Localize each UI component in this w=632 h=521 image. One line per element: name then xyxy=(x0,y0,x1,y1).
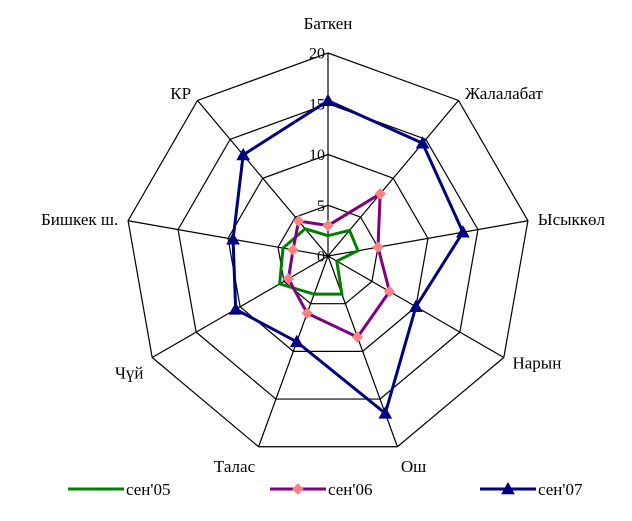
tick-label-10: 10 xyxy=(309,147,325,164)
data-point-2-баткен xyxy=(322,219,334,232)
legend-item-1: сен'05 xyxy=(68,480,170,499)
legend-label-3: сен'07 xyxy=(538,480,583,499)
grid-ring-15 xyxy=(177,103,479,400)
legend-marker-2 xyxy=(292,483,304,495)
tick-label-0: 0 xyxy=(317,249,325,266)
category-label-кр: КР xyxy=(170,84,191,103)
category-label-нарын: Нарын xyxy=(512,354,561,373)
data-point-2-бишкек-ш xyxy=(287,244,299,256)
radar-grid xyxy=(127,52,529,448)
grid-spoke-7 xyxy=(151,255,329,359)
category-label-баткен: Баткен xyxy=(304,14,353,33)
category-label-талас: Талас xyxy=(214,457,256,476)
data-point-3-жалалабат xyxy=(415,136,430,149)
series-line-3 xyxy=(231,98,465,416)
data-point-2-чүй xyxy=(282,273,295,285)
category-label-бишкек-ш: Бишкек ш. xyxy=(41,210,118,229)
grid-spoke-3 xyxy=(327,220,529,257)
category-label-чүй: Чүй xyxy=(115,364,144,383)
category-label-жалалабат: Жалалабат xyxy=(465,84,543,103)
data-point-2-ысыккөл xyxy=(372,241,384,253)
legend-item-2: сен'06 xyxy=(270,480,372,499)
legend-marker-3 xyxy=(501,481,515,495)
data-point-3-баткен xyxy=(321,93,335,107)
data-point-3-нарын xyxy=(409,299,423,313)
legend-label-2: сен'06 xyxy=(328,480,372,499)
grid-spoke-6 xyxy=(258,255,329,447)
grid-ring-10 xyxy=(227,153,429,352)
data-point-3-чүй xyxy=(228,302,243,315)
grid-spoke-9 xyxy=(197,100,329,257)
legend-label-1: сен'05 xyxy=(126,480,170,499)
series-group xyxy=(226,93,470,419)
data-point-3-бишкек-ш xyxy=(226,232,240,245)
series-line-2 xyxy=(286,191,392,339)
data-point-2-нарын xyxy=(383,285,396,298)
data-point-3-ош xyxy=(378,406,393,419)
series-2 xyxy=(282,188,396,343)
data-point-2-ош xyxy=(351,331,364,343)
category-label-ош: Ош xyxy=(401,457,426,476)
data-point-3-талас xyxy=(289,334,304,348)
grid-ring-5 xyxy=(277,204,379,305)
series-3 xyxy=(226,93,470,419)
tick-label-20: 20 xyxy=(309,46,325,63)
legend-item-3: сен'07 xyxy=(480,480,583,499)
data-point-2-кр xyxy=(292,215,305,227)
data-point-3-кр xyxy=(236,147,251,161)
category-label-ысыккөл: Ысыккөл xyxy=(538,210,606,229)
data-point-2-жалалабат xyxy=(374,188,386,200)
data-point-2-талас xyxy=(301,307,313,319)
category-labels: Баткен Жалалабат Ысыккөл Нарын Ош Талас Чүй Биш… xyxy=(41,14,606,476)
legend: сен'05 сен'06 сен'07 xyxy=(68,480,583,499)
grid-ring-20 xyxy=(127,52,529,448)
data-point-3-ысыккөл xyxy=(456,225,470,238)
tick-label-5: 5 xyxy=(317,198,325,215)
